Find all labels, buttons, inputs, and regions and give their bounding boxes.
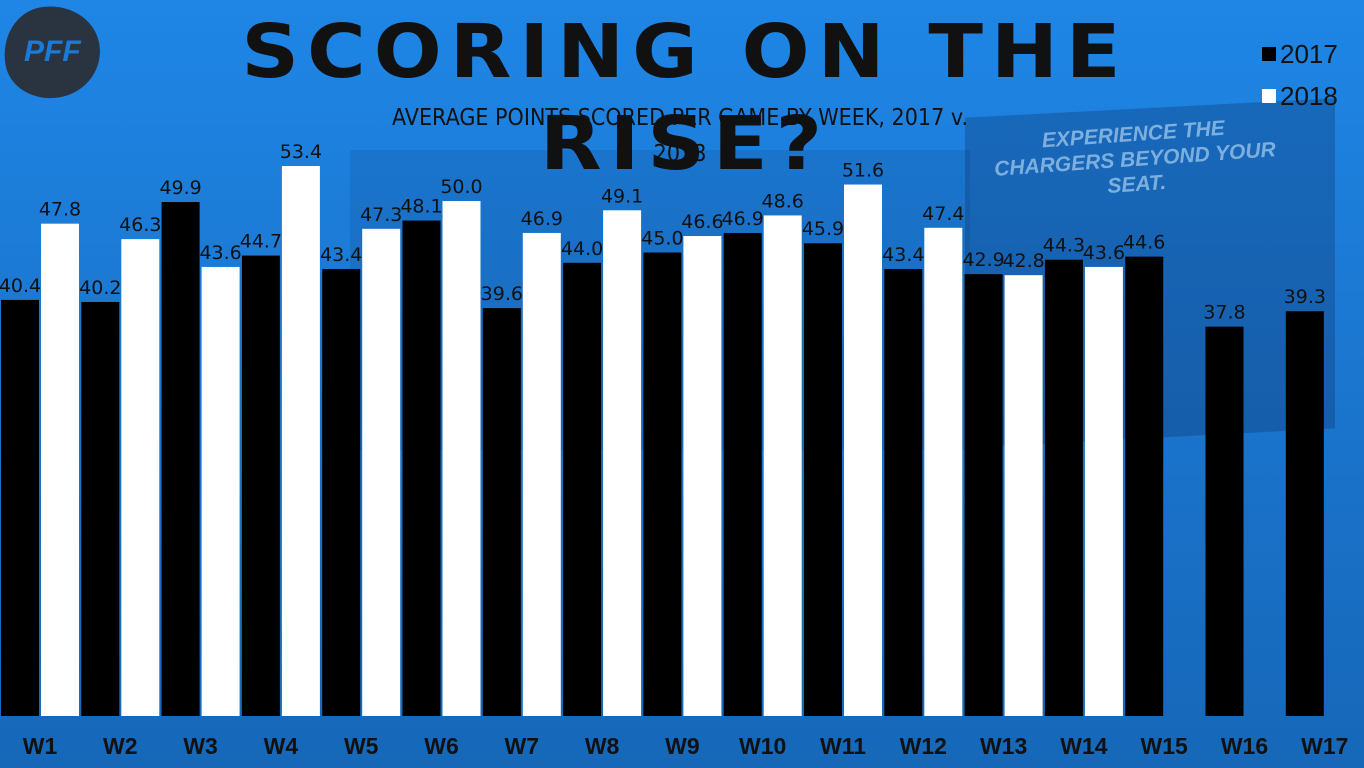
data-label-2017-w1: 40.4 bbox=[0, 275, 41, 297]
x-tick-label-w17: W17 bbox=[1301, 733, 1348, 759]
data-label-2017-w13: 42.9 bbox=[962, 249, 1004, 271]
legend: 2017 2018 bbox=[1262, 38, 1338, 124]
data-label-2017-w10: 46.9 bbox=[722, 208, 764, 230]
x-tick-label-w6: W6 bbox=[424, 733, 459, 759]
bar-2018-w5 bbox=[362, 228, 401, 717]
bar-2017-w8 bbox=[563, 262, 602, 716]
bar-2018-w12 bbox=[924, 227, 963, 716]
bar-2018-w3 bbox=[201, 266, 240, 716]
bar-2017-w17 bbox=[1285, 311, 1324, 716]
data-label-2018-w7: 46.9 bbox=[521, 208, 563, 230]
bar-2017-w5 bbox=[322, 268, 361, 716]
bar-2018-w9 bbox=[683, 236, 722, 716]
data-label-2018-w8: 49.1 bbox=[601, 185, 643, 207]
legend-item-2017: 2017 bbox=[1262, 38, 1338, 69]
bar-2017-w4 bbox=[241, 255, 280, 716]
data-label-2017-w12: 43.4 bbox=[882, 244, 924, 266]
chart-title: SCORING ON THE RISE? bbox=[241, 8, 1129, 187]
bar-2017-w9 bbox=[643, 252, 682, 717]
bar-2017-w12 bbox=[884, 268, 923, 716]
data-label-2018-w6: 50.0 bbox=[440, 176, 482, 198]
data-label-2017-w16: 37.8 bbox=[1203, 302, 1245, 324]
data-label-2017-w14: 44.3 bbox=[1043, 235, 1085, 257]
data-label-2018-w3: 43.6 bbox=[199, 242, 241, 264]
data-label-2018-w4: 53.4 bbox=[280, 141, 322, 163]
data-label-2017-w8: 44.0 bbox=[561, 238, 603, 260]
x-tick-label-w14: W14 bbox=[1060, 733, 1108, 759]
bar-2018-w14 bbox=[1084, 266, 1123, 716]
x-tick-label-w3: W3 bbox=[183, 733, 218, 759]
data-label-2017-w2: 40.2 bbox=[79, 277, 121, 299]
legend-label-2018: 2018 bbox=[1280, 80, 1338, 111]
data-label-2017-w9: 45.0 bbox=[641, 228, 683, 250]
bar-2018-w4 bbox=[281, 166, 320, 716]
bar-2017-w10 bbox=[723, 232, 762, 716]
bar-2017-w2 bbox=[81, 301, 120, 716]
legend-swatch-2017 bbox=[1262, 47, 1276, 61]
x-tick-label-w5: W5 bbox=[344, 733, 379, 759]
x-tick-label-w7: W7 bbox=[505, 733, 540, 759]
bar-2018-w8 bbox=[603, 210, 642, 716]
data-label-2018-w2: 46.3 bbox=[119, 214, 161, 236]
x-tick-label-w13: W13 bbox=[980, 733, 1027, 759]
x-tick-label-w15: W15 bbox=[1141, 733, 1189, 759]
bar-2018-w2 bbox=[121, 239, 160, 717]
x-tick-label-w8: W8 bbox=[585, 733, 620, 759]
bar-2018-w10 bbox=[763, 215, 802, 716]
data-label-2018-w5: 47.3 bbox=[360, 204, 402, 226]
legend-swatch-2018 bbox=[1262, 89, 1276, 103]
legend-label-2017: 2017 bbox=[1280, 38, 1338, 69]
bar-2017-w16 bbox=[1205, 326, 1244, 716]
x-tick-label-w16: W16 bbox=[1221, 733, 1268, 759]
bar-2018-w1 bbox=[41, 223, 79, 716]
x-tick-label-w9: W9 bbox=[665, 733, 700, 759]
data-label-2018-w13: 42.8 bbox=[1002, 250, 1044, 272]
data-label-2018-w14: 43.6 bbox=[1083, 242, 1125, 264]
data-label-2017-w7: 39.6 bbox=[481, 283, 523, 305]
x-tick-label-w4: W4 bbox=[264, 733, 299, 759]
data-label-2017-w4: 44.7 bbox=[240, 231, 282, 253]
x-tick-label-w11: W11 bbox=[820, 733, 866, 759]
data-label-2018-w9: 46.6 bbox=[681, 211, 723, 233]
bar-2018-w11 bbox=[844, 184, 882, 717]
x-tick-label-w10: W10 bbox=[739, 733, 786, 759]
bar-2018-w13 bbox=[1004, 275, 1043, 716]
bar-2017-w11 bbox=[804, 243, 842, 716]
bar-2017-w6 bbox=[402, 220, 441, 716]
bar-2017-w14 bbox=[1044, 259, 1083, 716]
bar-2018-w6 bbox=[442, 201, 481, 716]
chart-subtitle: AVERAGE POINTS SCORED PER GAME BY WEEK, … bbox=[391, 105, 969, 167]
legend-item-2018: 2018 bbox=[1262, 80, 1338, 111]
data-label-2017-w3: 49.9 bbox=[159, 177, 201, 199]
data-label-2018-w11: 51.6 bbox=[842, 160, 884, 182]
data-label-2017-w17: 39.3 bbox=[1284, 286, 1326, 308]
x-tick-label-w1: W1 bbox=[23, 733, 58, 759]
data-label-2017-w5: 43.4 bbox=[320, 244, 362, 266]
bar-2017-w1 bbox=[1, 299, 39, 716]
data-label-2017-w15: 44.6 bbox=[1123, 232, 1165, 254]
bar-2017-w7 bbox=[482, 308, 521, 716]
x-tick-label-w12: W12 bbox=[900, 733, 947, 759]
data-label-2017-w6: 48.1 bbox=[400, 196, 442, 218]
bar-2018-w7 bbox=[522, 232, 561, 716]
bar-2017-w3 bbox=[161, 202, 200, 716]
data-label-2018-w12: 47.4 bbox=[922, 203, 964, 225]
data-label-2017-w11: 45.9 bbox=[802, 218, 844, 240]
x-tick-label-w2: W2 bbox=[103, 733, 138, 759]
data-label-2018-w1: 47.8 bbox=[39, 199, 81, 221]
data-label-2018-w10: 48.6 bbox=[762, 190, 804, 212]
bar-2017-w15 bbox=[1125, 256, 1164, 716]
bar-2017-w13 bbox=[964, 274, 1003, 716]
